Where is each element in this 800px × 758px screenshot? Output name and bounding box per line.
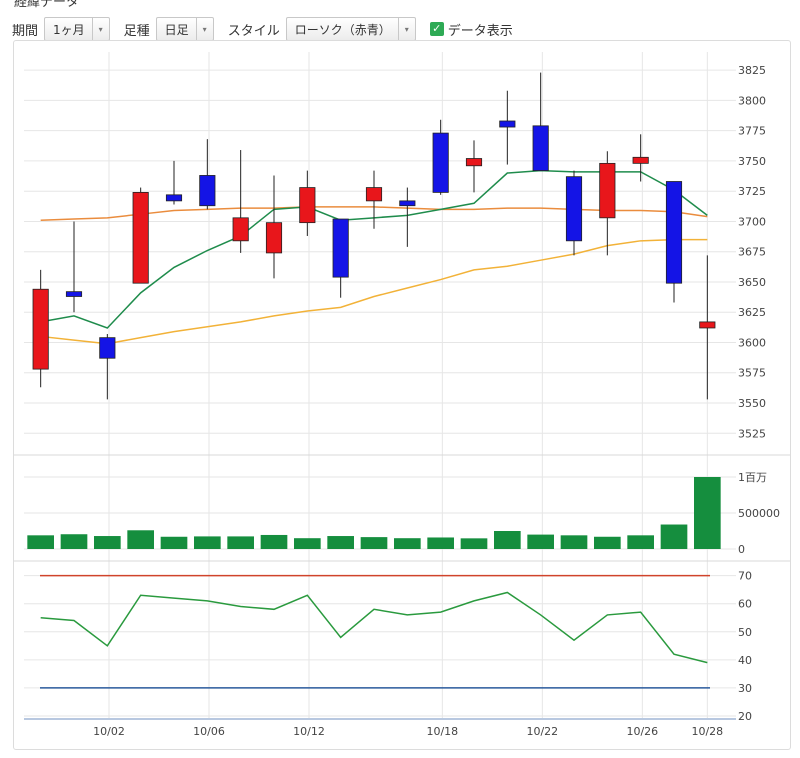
price-tick-label: 3600 xyxy=(738,336,766,349)
oscillator-tick-label: 40 xyxy=(738,654,752,667)
candle-up xyxy=(232,217,249,242)
candle-up xyxy=(599,162,616,219)
candle-down xyxy=(499,120,516,128)
candle-up xyxy=(132,192,149,284)
price-tick-label: 3800 xyxy=(738,94,766,107)
period-label: 期間 xyxy=(12,23,39,39)
chart-panel xyxy=(13,40,791,750)
volume-bar xyxy=(460,538,488,549)
chevron-down-icon: ▾ xyxy=(397,18,415,40)
oscillator-tick-label: 30 xyxy=(738,682,752,695)
volume-tick-label: 1百万 xyxy=(738,471,767,484)
candle-up xyxy=(32,288,49,370)
candle-up xyxy=(265,222,283,254)
candle-up xyxy=(365,187,383,202)
x-tick-label: 10/22 xyxy=(526,725,558,738)
x-tick-label: 10/28 xyxy=(691,725,723,738)
volume-tick-label: 0 xyxy=(738,543,745,556)
ma-long-line xyxy=(40,238,708,345)
volume-tick-label: 500000 xyxy=(738,507,780,520)
price-tick-label: 3550 xyxy=(738,397,766,410)
volume-bar xyxy=(560,535,588,549)
price-tick-label: 3650 xyxy=(738,276,766,289)
period-value: 1ヶ月 xyxy=(53,22,85,37)
chevron-down-icon: ▾ xyxy=(195,18,213,40)
volume-bar xyxy=(227,536,254,549)
candle-down xyxy=(165,194,183,202)
candle-up xyxy=(699,321,716,329)
volume-bar xyxy=(127,530,154,549)
x-tick-label: 10/18 xyxy=(426,725,458,738)
price-tick-label: 3675 xyxy=(738,246,766,259)
oscillator-tick-label: 20 xyxy=(738,710,752,723)
period-select[interactable]: 1ヶ月 ▾ xyxy=(44,17,110,41)
chevron-down-icon: ▾ xyxy=(91,18,109,40)
candle-type-select[interactable]: 日足 ▾ xyxy=(155,17,214,41)
candle-down xyxy=(99,337,116,359)
volume-bar xyxy=(160,536,188,549)
chart-toolbar: 期間 1ヶ月 ▾ 足種 日足 ▾ スタイル ローソク（赤青） ▾ ✓ データ表示 xyxy=(12,14,513,44)
oscillator-tick-label: 60 xyxy=(738,598,752,611)
volume-bar xyxy=(394,538,421,549)
volume-bar xyxy=(694,477,721,549)
price-tick-label: 3525 xyxy=(738,427,766,440)
volume-bar xyxy=(260,534,288,549)
candle-type-label: 足種 xyxy=(123,23,150,39)
price-tick-label: 3725 xyxy=(738,185,766,198)
volume-bar xyxy=(627,535,654,549)
candle-down xyxy=(399,200,416,207)
candle-down xyxy=(532,125,549,172)
volume-bar xyxy=(360,537,388,549)
style-select[interactable]: ローソク（赤青） ▾ xyxy=(285,17,416,41)
x-tick-label: 10/02 xyxy=(93,725,125,738)
volume-bar xyxy=(94,536,121,549)
volume-bar xyxy=(327,536,354,549)
style-value: ローソク（赤青） xyxy=(294,22,391,37)
price-tick-label: 3700 xyxy=(738,215,766,228)
cropped-header-text: 経緯データ xyxy=(14,0,80,10)
data-display-label: データ表示 xyxy=(447,23,513,39)
candle-up xyxy=(299,187,316,224)
price-tick-label: 3575 xyxy=(738,367,766,380)
checkmark-icon[interactable]: ✓ xyxy=(429,22,444,36)
candle-up xyxy=(632,156,649,164)
x-tick-label: 10/26 xyxy=(626,725,658,738)
price-tick-label: 3825 xyxy=(738,64,766,77)
candle-down xyxy=(565,176,583,242)
candle-up xyxy=(465,158,483,167)
volume-bar xyxy=(27,535,54,549)
candle-type-value: 日足 xyxy=(164,22,189,37)
x-tick-label: 10/06 xyxy=(193,725,225,738)
oscillator-tick-label: 70 xyxy=(738,570,752,583)
volume-bar xyxy=(527,534,554,549)
price-tick-label: 3775 xyxy=(738,125,766,138)
volume-bar xyxy=(594,536,621,549)
volume-bar xyxy=(660,524,688,549)
volume-bar xyxy=(294,538,321,549)
volume-bar xyxy=(60,534,88,549)
volume-bar xyxy=(427,537,454,549)
candle-down xyxy=(65,291,83,297)
style-label: スタイル xyxy=(227,23,280,39)
x-tick-label: 10/12 xyxy=(293,725,325,738)
volume-bar xyxy=(194,536,221,549)
price-tick-label: 3625 xyxy=(738,306,766,319)
data-display-toggle[interactable]: ✓ データ表示 xyxy=(429,20,513,39)
candle-down xyxy=(665,181,683,284)
oscillator-tick-label: 50 xyxy=(738,626,752,639)
candle-down xyxy=(332,218,349,278)
oscillator-line xyxy=(40,591,708,664)
price-tick-label: 3750 xyxy=(738,155,766,168)
candle-down xyxy=(199,175,216,207)
candle-down xyxy=(432,132,449,193)
volume-bar xyxy=(494,531,521,549)
